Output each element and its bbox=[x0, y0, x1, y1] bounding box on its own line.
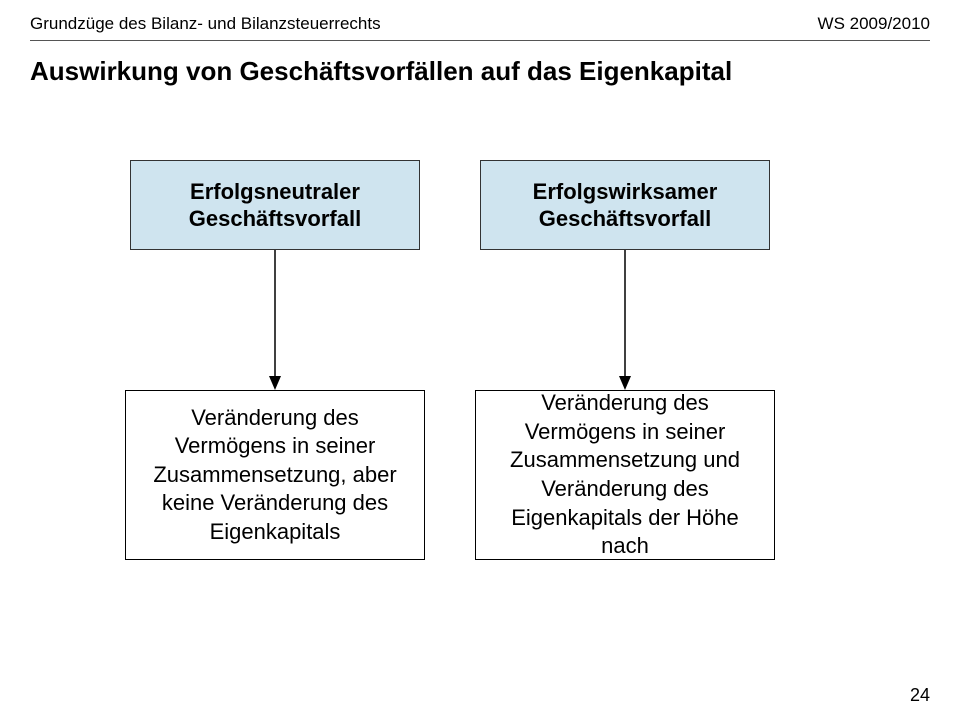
header-rule bbox=[30, 40, 930, 41]
box-bottom-right-label: Veränderung des Vermögens in seiner Zusa… bbox=[486, 389, 764, 561]
header-left: Grundzüge des Bilanz- und Bilanzsteuerre… bbox=[30, 14, 381, 34]
box-bottom-left-label: Veränderung des Vermögens in seiner Zusa… bbox=[136, 404, 414, 547]
box-top-left-label: Erfolgsneutraler Geschäftsvorfall bbox=[137, 178, 413, 233]
box-top-left: Erfolgsneutraler Geschäftsvorfall bbox=[130, 160, 420, 250]
page-header: Grundzüge des Bilanz- und Bilanzsteuerre… bbox=[30, 14, 930, 34]
box-top-right-label: Erfolgswirksamer Geschäftsvorfall bbox=[487, 178, 763, 233]
page-title: Auswirkung von Geschäftsvorfällen auf da… bbox=[30, 56, 732, 87]
page-number: 24 bbox=[910, 685, 930, 706]
connector-left bbox=[255, 250, 295, 390]
header-right: WS 2009/2010 bbox=[818, 14, 930, 34]
box-top-right: Erfolgswirksamer Geschäftsvorfall bbox=[480, 160, 770, 250]
connector-right bbox=[605, 250, 645, 390]
box-bottom-left: Veränderung des Vermögens in seiner Zusa… bbox=[125, 390, 425, 560]
box-bottom-right: Veränderung des Vermögens in seiner Zusa… bbox=[475, 390, 775, 560]
